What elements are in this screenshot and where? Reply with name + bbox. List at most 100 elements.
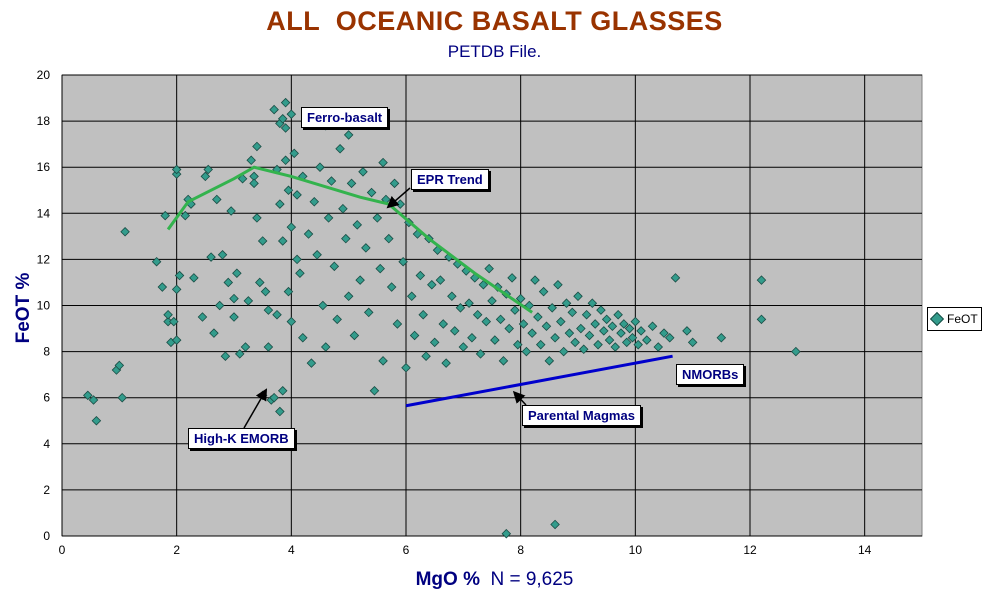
data-point [91,415,102,426]
data-point [556,316,566,327]
data-point [507,273,517,283]
data-point [292,254,302,265]
data-point [630,316,641,327]
data-point [171,335,182,345]
data-point [429,337,440,348]
data-point [369,386,380,396]
data-point [160,210,170,221]
data-point [535,339,546,350]
data-point [174,270,185,281]
data-point [401,362,411,373]
data-point [484,263,494,274]
data-point [355,275,365,285]
y-tick-label: 16 [37,160,51,174]
data-point [593,339,603,350]
data-point [435,275,446,285]
data-point [386,282,397,292]
data-point [295,268,305,278]
data-point [624,323,635,334]
data-point [286,316,297,327]
callout-high-k-emorb: High-K EMORB [188,428,295,449]
data-point [716,333,727,343]
chart-subtitle: PETDB File. [447,42,542,61]
data-point [455,303,466,313]
data-point [441,358,451,368]
data-point [283,185,294,196]
data-point [372,213,383,223]
data-point [252,141,262,152]
data-point [280,155,291,166]
data-point [406,291,417,302]
data-point [633,339,643,350]
trend-lines [166,165,673,408]
data-point [197,312,208,322]
data-point [590,319,600,329]
data-point [587,298,598,308]
data-point [538,286,549,297]
data-point [151,256,162,267]
x-tick-label: 6 [403,543,410,557]
data-point [604,335,615,345]
data-point [169,316,179,327]
data-point [553,279,563,290]
data-point [203,164,213,175]
data-point [398,256,408,267]
data-point [157,282,168,292]
data-point [363,307,374,318]
data-point [550,333,560,343]
data-point [306,358,317,368]
data-point [206,252,216,262]
data-point [260,286,271,297]
data-point [599,326,609,336]
data-point [458,342,469,352]
data-point [243,296,254,306]
x-tick-label: 14 [858,543,872,557]
data-point [252,213,262,223]
x-axis-title-group: MgO % N = 9,625 [0,569,989,591]
data-point [521,346,532,357]
data-point [255,277,265,288]
data-point [504,323,514,334]
data-point [358,167,368,177]
y-tick-label: 2 [43,483,50,497]
data-point [573,291,583,302]
data-point [495,314,506,325]
data-point [584,330,595,341]
data-point [501,528,512,539]
data-point [214,300,225,311]
data-point [510,305,520,315]
data-point [309,197,320,207]
data-point [326,176,337,186]
data-point [541,321,552,332]
x-tick-label: 0 [59,543,66,557]
data-point [415,270,426,281]
data-point [791,346,801,357]
data-point [303,229,314,239]
data-point [596,305,606,315]
data-point [289,148,299,159]
callout-ferro-basalt: Ferro-basalt [301,107,389,128]
legend-diamond-icon [929,311,945,327]
data-point [449,326,460,336]
data-point [338,203,348,214]
data-point [481,316,492,327]
data-point [475,349,486,359]
x-tick-label: 8 [517,543,524,557]
data-point [578,344,589,355]
callout-epr-trend: EPR Trend [411,169,489,190]
data-point [389,178,400,189]
data-point [561,298,572,308]
data-point [659,328,669,338]
data-point [120,226,130,237]
data-point [610,342,621,352]
data-point [163,309,173,320]
data-point [249,178,259,189]
data-point [286,109,297,119]
data-point [229,293,239,304]
data-point [329,261,340,272]
callout-nmorbs: NMORBs [676,364,745,385]
data-point [349,330,360,341]
data-point [613,309,623,320]
data-point [756,314,767,325]
data-point [269,104,279,115]
